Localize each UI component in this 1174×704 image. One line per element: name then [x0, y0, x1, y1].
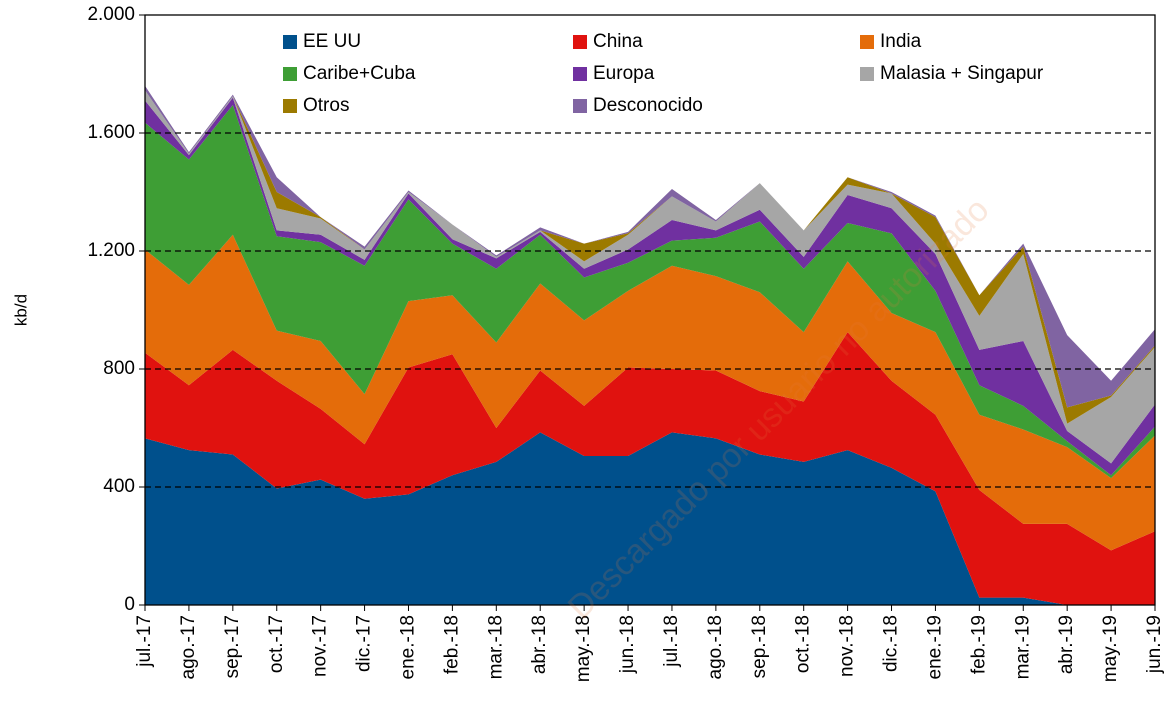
legend-label: Europa [593, 63, 655, 84]
plot-frame [144, 14, 1156, 606]
y-tick-label: 2.000 [87, 4, 135, 25]
x-tick-label: ago.-18 [705, 615, 726, 679]
x-tick-label: abr.-18 [529, 615, 550, 674]
x-tick-label: jun.-18 [617, 615, 638, 674]
x-tick-label: ago.-17 [178, 615, 199, 679]
y-tick-label: 800 [103, 358, 135, 379]
area [145, 432, 1155, 605]
legend-swatch [860, 67, 874, 81]
x-tick-label: oct.-17 [266, 615, 287, 673]
x-tick-label: sep.-18 [749, 615, 770, 678]
legend-label: India [880, 31, 922, 52]
x-tick-label: jun.-19 [1144, 615, 1165, 674]
x-tick-label: feb.-18 [441, 615, 462, 674]
x-tick-label: mar.-18 [485, 615, 506, 679]
legend-swatch [573, 67, 587, 81]
area [145, 332, 1155, 605]
x-tick-label: may.-19 [1100, 615, 1121, 682]
legend-label: Malasia + Singapur [880, 63, 1044, 84]
legend-swatch [573, 99, 587, 113]
x-tick-label: mar.-19 [1012, 615, 1033, 679]
x-tick-label: dic.-17 [354, 615, 375, 672]
legend-label: China [593, 31, 643, 52]
legend-swatch [283, 99, 297, 113]
x-tick-label: abr.-19 [1056, 615, 1077, 674]
y-axis-label: kb/d [11, 294, 30, 326]
x-tick-label: jul.-18 [661, 615, 682, 668]
x-tick-label: ene.-18 [397, 615, 418, 679]
legend-swatch [573, 35, 587, 49]
legend-label: Caribe+Cuba [303, 63, 416, 84]
area [145, 234, 1155, 551]
legend-swatch [283, 35, 297, 49]
y-tick-label: 1.200 [87, 240, 135, 261]
y-tick-label: 0 [124, 594, 135, 615]
x-tick-label: feb.-19 [968, 615, 989, 674]
x-tick-label: nov.-18 [837, 615, 858, 677]
x-tick-label: jul.-17 [134, 615, 155, 668]
legend-swatch [283, 67, 297, 81]
legend-label: Desconocido [593, 95, 703, 116]
area [145, 104, 1155, 479]
legend-label: Otros [303, 95, 349, 116]
x-tick-label: nov.-17 [310, 615, 331, 677]
x-tick-label: oct.-18 [793, 615, 814, 673]
y-tick-label: 1.600 [87, 122, 135, 143]
x-tick-label: ene.-19 [924, 615, 945, 679]
area [145, 90, 1155, 424]
legend-label: EE UU [303, 31, 361, 52]
x-tick-label: dic.-18 [881, 615, 902, 672]
legend-swatch [860, 35, 874, 49]
x-tick-label: may.-18 [573, 615, 594, 682]
y-tick-label: 400 [103, 476, 135, 497]
area [145, 90, 1155, 464]
x-tick-label: sep.-17 [222, 615, 243, 678]
